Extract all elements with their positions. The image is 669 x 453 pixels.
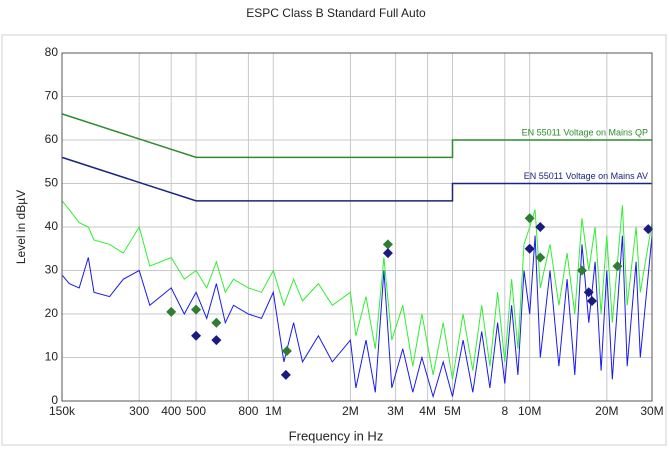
marker	[191, 330, 202, 341]
y-tick-label: 10	[45, 350, 59, 364]
limit-line	[61, 156, 652, 202]
chart-title: ESPC Class B Standard Full Auto	[246, 6, 426, 20]
y-tick-label: 40	[45, 219, 59, 233]
marker	[524, 213, 535, 224]
x-tick-label: 4M	[419, 404, 436, 418]
y-tick-label: 20	[45, 306, 59, 320]
x-tick-label: 5M	[444, 404, 461, 418]
x-tick-label: 30M	[640, 404, 663, 418]
marker	[535, 222, 546, 232]
marker	[524, 243, 535, 254]
x-axis-label: Frequency in Hz	[289, 428, 384, 443]
marker	[211, 317, 222, 328]
x-tick-label: 500	[186, 404, 206, 418]
marker	[577, 265, 588, 276]
x-tick-label: 400	[161, 404, 181, 418]
y-tick-label: 70	[45, 89, 59, 103]
marker	[191, 304, 202, 315]
marker	[382, 239, 393, 250]
x-tick-label: 20M	[595, 404, 618, 418]
x-tick-label: 3M	[387, 404, 404, 418]
limit-label: EN 55011 Voltage on Mains AV	[524, 171, 648, 181]
y-tick-label: 80	[45, 45, 59, 59]
y-tick-label: 50	[45, 176, 59, 190]
x-tick-label: 10M	[518, 404, 541, 418]
marker	[586, 295, 597, 306]
x-tick-label: 8	[501, 404, 508, 418]
marker	[612, 261, 623, 272]
x-tick-label: 300	[129, 404, 149, 418]
y-tick-label: 0	[51, 393, 58, 407]
x-tick-label: 150k	[49, 404, 76, 418]
x-tick-label: 800	[238, 404, 258, 418]
marker	[535, 252, 546, 263]
marker	[280, 369, 291, 380]
marker	[583, 287, 594, 298]
marker	[211, 335, 222, 346]
marker	[643, 224, 654, 235]
x-tick-label: 2M	[342, 404, 359, 418]
trace	[61, 235, 653, 399]
marker	[382, 248, 393, 259]
trace	[61, 200, 653, 380]
y-tick-label: 60	[45, 132, 59, 146]
x-tick-label: 1M	[265, 404, 282, 418]
y-axis-label: Level in dBµV	[14, 190, 28, 264]
y-tick-label: 30	[45, 263, 59, 277]
marker	[281, 345, 292, 356]
plot-border	[61, 52, 653, 402]
marker	[166, 306, 177, 317]
limit-line	[61, 113, 652, 159]
limit-label: EN 55011 Voltage on Mains QP	[522, 127, 648, 137]
